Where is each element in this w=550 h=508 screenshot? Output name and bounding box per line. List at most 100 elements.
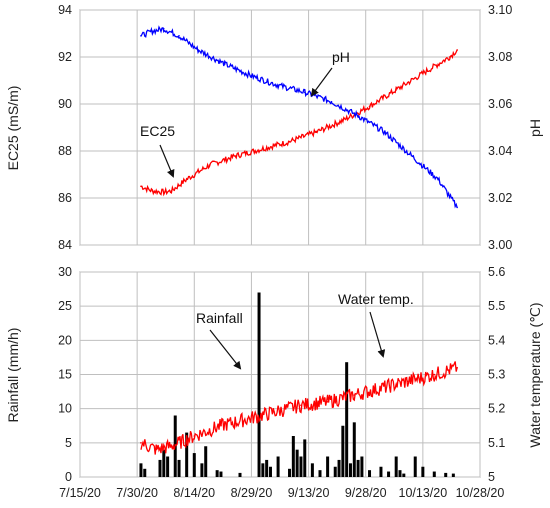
rainfall-bar <box>451 473 455 477</box>
rainfall-bar <box>299 456 303 477</box>
y-left-tick-label: 0 <box>65 470 72 484</box>
rainfall-bar <box>387 471 391 477</box>
rainfall-bar <box>238 472 242 477</box>
rainfall-bar <box>276 456 280 477</box>
rainfall-bar <box>444 472 448 477</box>
y-left-tick-label: 20 <box>58 333 72 347</box>
y-left-tick-label: 94 <box>58 3 72 17</box>
water-temp-point <box>155 448 157 451</box>
bottom-left-tick-labels: 0 5 10 15 20 25 30 <box>58 265 72 484</box>
rainfall-bar <box>413 456 417 477</box>
rainfall-bar <box>200 463 204 477</box>
rainfall-bar <box>204 446 208 477</box>
ph-point <box>383 131 386 133</box>
y-right-tick-label: 3.02 <box>488 191 512 205</box>
rainfall-bar <box>394 456 398 477</box>
ec25-point <box>235 154 237 157</box>
rainfall-bar <box>318 470 322 477</box>
bottom-panel: 0 5 10 15 20 25 30 5 5.1 5.2 5.3 5.4 5.5 5.6 7/15/20… <box>5 265 543 500</box>
ph-point <box>223 63 226 65</box>
y-right-tick-label: 3.08 <box>488 50 512 64</box>
ph-point <box>277 84 279 86</box>
rainfall-bar <box>345 362 349 477</box>
rainfall-bar <box>257 292 261 477</box>
x-tick-label: 10/13/20 <box>399 486 448 500</box>
ph-series-line <box>140 25 458 209</box>
ec25-point <box>185 178 188 180</box>
rainfall-bar <box>402 473 406 477</box>
ec25-series-line <box>141 49 458 197</box>
top-left-axis-title: EC25 (mS/m) <box>5 86 21 171</box>
rainfall-bar <box>379 466 383 477</box>
x-tick-label: 9/28/20 <box>345 486 387 500</box>
bottom-left-axis-title: Rainfall (mm/h) <box>5 328 21 423</box>
water-temp-point <box>456 366 458 369</box>
ec25-point <box>288 140 291 143</box>
rainfall-bar <box>421 466 425 477</box>
top-right-axis-title: pH <box>527 119 543 137</box>
ec25-point <box>140 185 142 188</box>
y-left-tick-label: 5 <box>65 436 72 450</box>
y-right-tick-label: 5.3 <box>488 368 505 382</box>
rainfall-bar <box>398 470 402 477</box>
rainfall-bar <box>368 470 372 477</box>
y-left-tick-label: 15 <box>58 368 72 382</box>
y-right-tick-label: 5.1 <box>488 436 505 450</box>
y-left-tick-label: 10 <box>58 402 72 416</box>
top-series <box>140 25 458 209</box>
ph-point <box>357 114 359 117</box>
water-temp-point <box>353 394 356 396</box>
water-temp-series-line <box>140 361 458 455</box>
y-right-tick-label: 5 <box>488 470 495 484</box>
rainfall-bar <box>360 456 364 477</box>
water-temp-point <box>380 387 382 389</box>
ec25-point <box>368 105 371 108</box>
rainfall-bar <box>303 439 307 477</box>
ph-point <box>163 28 165 30</box>
rainfall-bar <box>265 459 269 477</box>
rainfall-bar <box>291 436 295 477</box>
ph-point <box>437 178 439 180</box>
ph-point <box>178 35 180 37</box>
ec25-point <box>395 89 397 91</box>
ec25-point <box>262 147 264 150</box>
ec25-point <box>422 72 424 75</box>
y-right-tick-label: 3.00 <box>488 238 512 252</box>
ph-point <box>140 35 142 37</box>
ec25-point <box>163 191 165 193</box>
ec25-point <box>315 131 317 133</box>
x-tick-label: 10/28/20 <box>456 486 505 500</box>
rainfall-bar <box>341 425 345 477</box>
y-left-tick-label: 25 <box>58 299 72 313</box>
rainfall-bar <box>143 468 147 477</box>
annotation-rainfall-arrow <box>209 329 242 370</box>
top-gridlines <box>79 9 481 246</box>
water-temp-point <box>406 380 409 383</box>
rainfall-bar <box>288 468 292 477</box>
rainfall-bar <box>177 459 181 477</box>
bottom-gridlines <box>79 271 481 478</box>
ec25-point <box>170 190 173 192</box>
water-temp-point <box>193 435 196 437</box>
ph-point <box>410 154 413 157</box>
rainfall-bar <box>215 470 219 477</box>
ph-point <box>330 100 333 103</box>
y-right-tick-label: 5.2 <box>488 402 505 416</box>
ph-point <box>197 49 199 51</box>
y-right-tick-label: 5.4 <box>488 333 505 347</box>
bottom-x-tick-labels: 7/15/20 7/30/20 8/14/20 8/29/20 9/13/20 9/28/… <box>59 486 504 500</box>
x-tick-label: 7/30/20 <box>116 486 158 500</box>
ec25-point <box>342 119 344 122</box>
x-tick-label: 7/15/20 <box>59 486 101 500</box>
rainfall-bar <box>268 466 272 477</box>
ph-point <box>303 91 306 94</box>
water-temp-point <box>273 411 276 413</box>
rainfall-bar <box>337 459 341 477</box>
rainfall-bar <box>219 471 223 477</box>
y-left-tick-label: 84 <box>58 238 72 252</box>
y-left-tick-label: 92 <box>58 50 72 64</box>
ph-point <box>456 206 458 209</box>
x-tick-label: 8/14/20 <box>173 486 215 500</box>
top-left-tick-labels: 84 86 88 90 92 94 <box>58 3 72 252</box>
top-right-tick-labels: 3.00 3.02 3.04 3.06 3.08 3.10 <box>488 3 512 252</box>
